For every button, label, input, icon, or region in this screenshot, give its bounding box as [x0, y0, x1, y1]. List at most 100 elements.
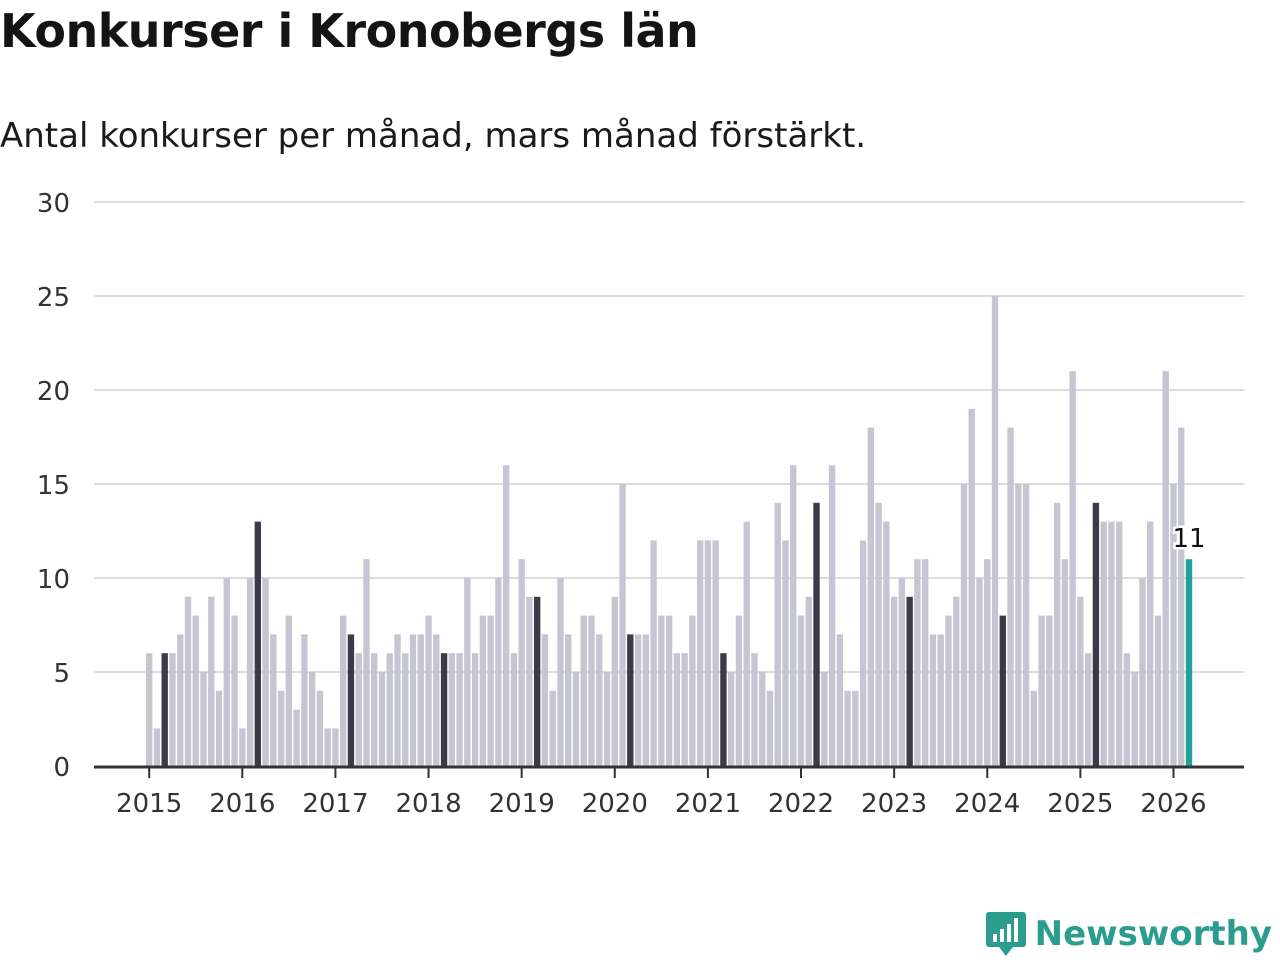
- bar: [960, 484, 968, 766]
- bar: [479, 615, 487, 766]
- bar: [1030, 690, 1037, 766]
- bar: [953, 596, 960, 766]
- bar: [945, 615, 952, 766]
- bar: [642, 634, 649, 766]
- bar: [433, 634, 440, 766]
- bar: [425, 615, 432, 766]
- bar: [611, 596, 618, 766]
- bar: [580, 615, 587, 766]
- bar: [673, 653, 681, 766]
- bar: [999, 615, 1006, 766]
- chart-subtitle: Antal konkurser per månad, mars månad fö…: [0, 116, 867, 156]
- bar: [1069, 371, 1076, 766]
- bar: [549, 690, 556, 766]
- bar: [301, 634, 308, 766]
- bar: [153, 728, 161, 766]
- bar: [596, 634, 603, 766]
- x-tick-label: 2026: [1140, 789, 1206, 819]
- bar: [906, 596, 913, 766]
- bar: [277, 690, 285, 766]
- bar: [836, 634, 843, 766]
- bar: [929, 634, 937, 766]
- bar: [456, 653, 463, 766]
- bar: [619, 484, 626, 766]
- bar: [735, 615, 743, 766]
- x-tick-label: 2023: [861, 789, 927, 819]
- bar: [417, 634, 424, 766]
- bar: [146, 653, 153, 766]
- x-tick-label: 2019: [489, 789, 555, 819]
- bar: [1061, 559, 1069, 766]
- y-tick-label: 15: [37, 471, 70, 501]
- bar: [1084, 653, 1092, 766]
- x-tick-label: 2018: [395, 789, 461, 819]
- bar: [347, 634, 355, 766]
- bar: [937, 634, 944, 766]
- bar: [215, 690, 223, 766]
- bar: [324, 728, 331, 766]
- bar: [254, 521, 261, 766]
- x-tick-label: 2021: [675, 789, 741, 819]
- brand-name: Newsworthy: [1034, 914, 1272, 954]
- bar: [1092, 502, 1100, 766]
- bar: [518, 559, 525, 766]
- bar: [192, 615, 199, 766]
- bar: [1053, 502, 1061, 766]
- bar: [1139, 578, 1146, 766]
- bar: [316, 690, 324, 766]
- bar: [665, 615, 673, 766]
- bar: [386, 653, 393, 766]
- bar: [510, 653, 518, 766]
- bar: [487, 615, 494, 766]
- bar: [890, 596, 898, 766]
- bar: [1154, 615, 1162, 766]
- bar: [976, 578, 983, 766]
- bar: [1046, 615, 1053, 766]
- y-tick-label: 25: [37, 283, 70, 313]
- bar: [161, 653, 168, 766]
- bar: [1123, 653, 1131, 766]
- bar: [658, 615, 665, 766]
- bar: [720, 653, 727, 766]
- bar: [1022, 484, 1030, 766]
- bar: [774, 502, 781, 766]
- bar: [448, 653, 455, 766]
- x-tick-label: 2017: [302, 789, 368, 819]
- bar: [1007, 427, 1014, 766]
- bar: [394, 634, 401, 766]
- bar: [363, 559, 370, 766]
- bar: [743, 521, 750, 766]
- x-tick-label: 2025: [1047, 789, 1113, 819]
- bar: [1077, 596, 1084, 766]
- bar: [1038, 615, 1045, 766]
- y-tick-label: 10: [37, 565, 70, 595]
- bar: [572, 672, 580, 766]
- bar: [751, 653, 758, 766]
- bar: [650, 540, 657, 766]
- bar: [534, 596, 541, 766]
- bar: [471, 653, 479, 766]
- bar: [495, 578, 502, 766]
- bar: [1162, 371, 1169, 766]
- bar: [681, 653, 688, 766]
- bar: [440, 653, 448, 766]
- bar: [984, 559, 991, 766]
- bar: [246, 578, 254, 766]
- bar: [293, 709, 300, 766]
- bar: [557, 578, 564, 766]
- bar: [867, 427, 875, 766]
- bar: [177, 634, 184, 766]
- bar: [782, 540, 789, 766]
- bar: [704, 540, 712, 766]
- x-axis-ticks: 2015 2016 2017 2018 2019 2020 2021 2022 2023 2024…: [116, 768, 1207, 819]
- bar: [231, 615, 238, 766]
- bar: [991, 296, 999, 766]
- bar: [285, 615, 293, 766]
- bar: [1185, 559, 1193, 766]
- bar: [759, 672, 766, 766]
- bar: [208, 596, 215, 766]
- bar: [239, 728, 246, 766]
- latest-annotation: 11: [1170, 522, 1208, 557]
- bar: [813, 502, 820, 766]
- bar: [1108, 521, 1115, 766]
